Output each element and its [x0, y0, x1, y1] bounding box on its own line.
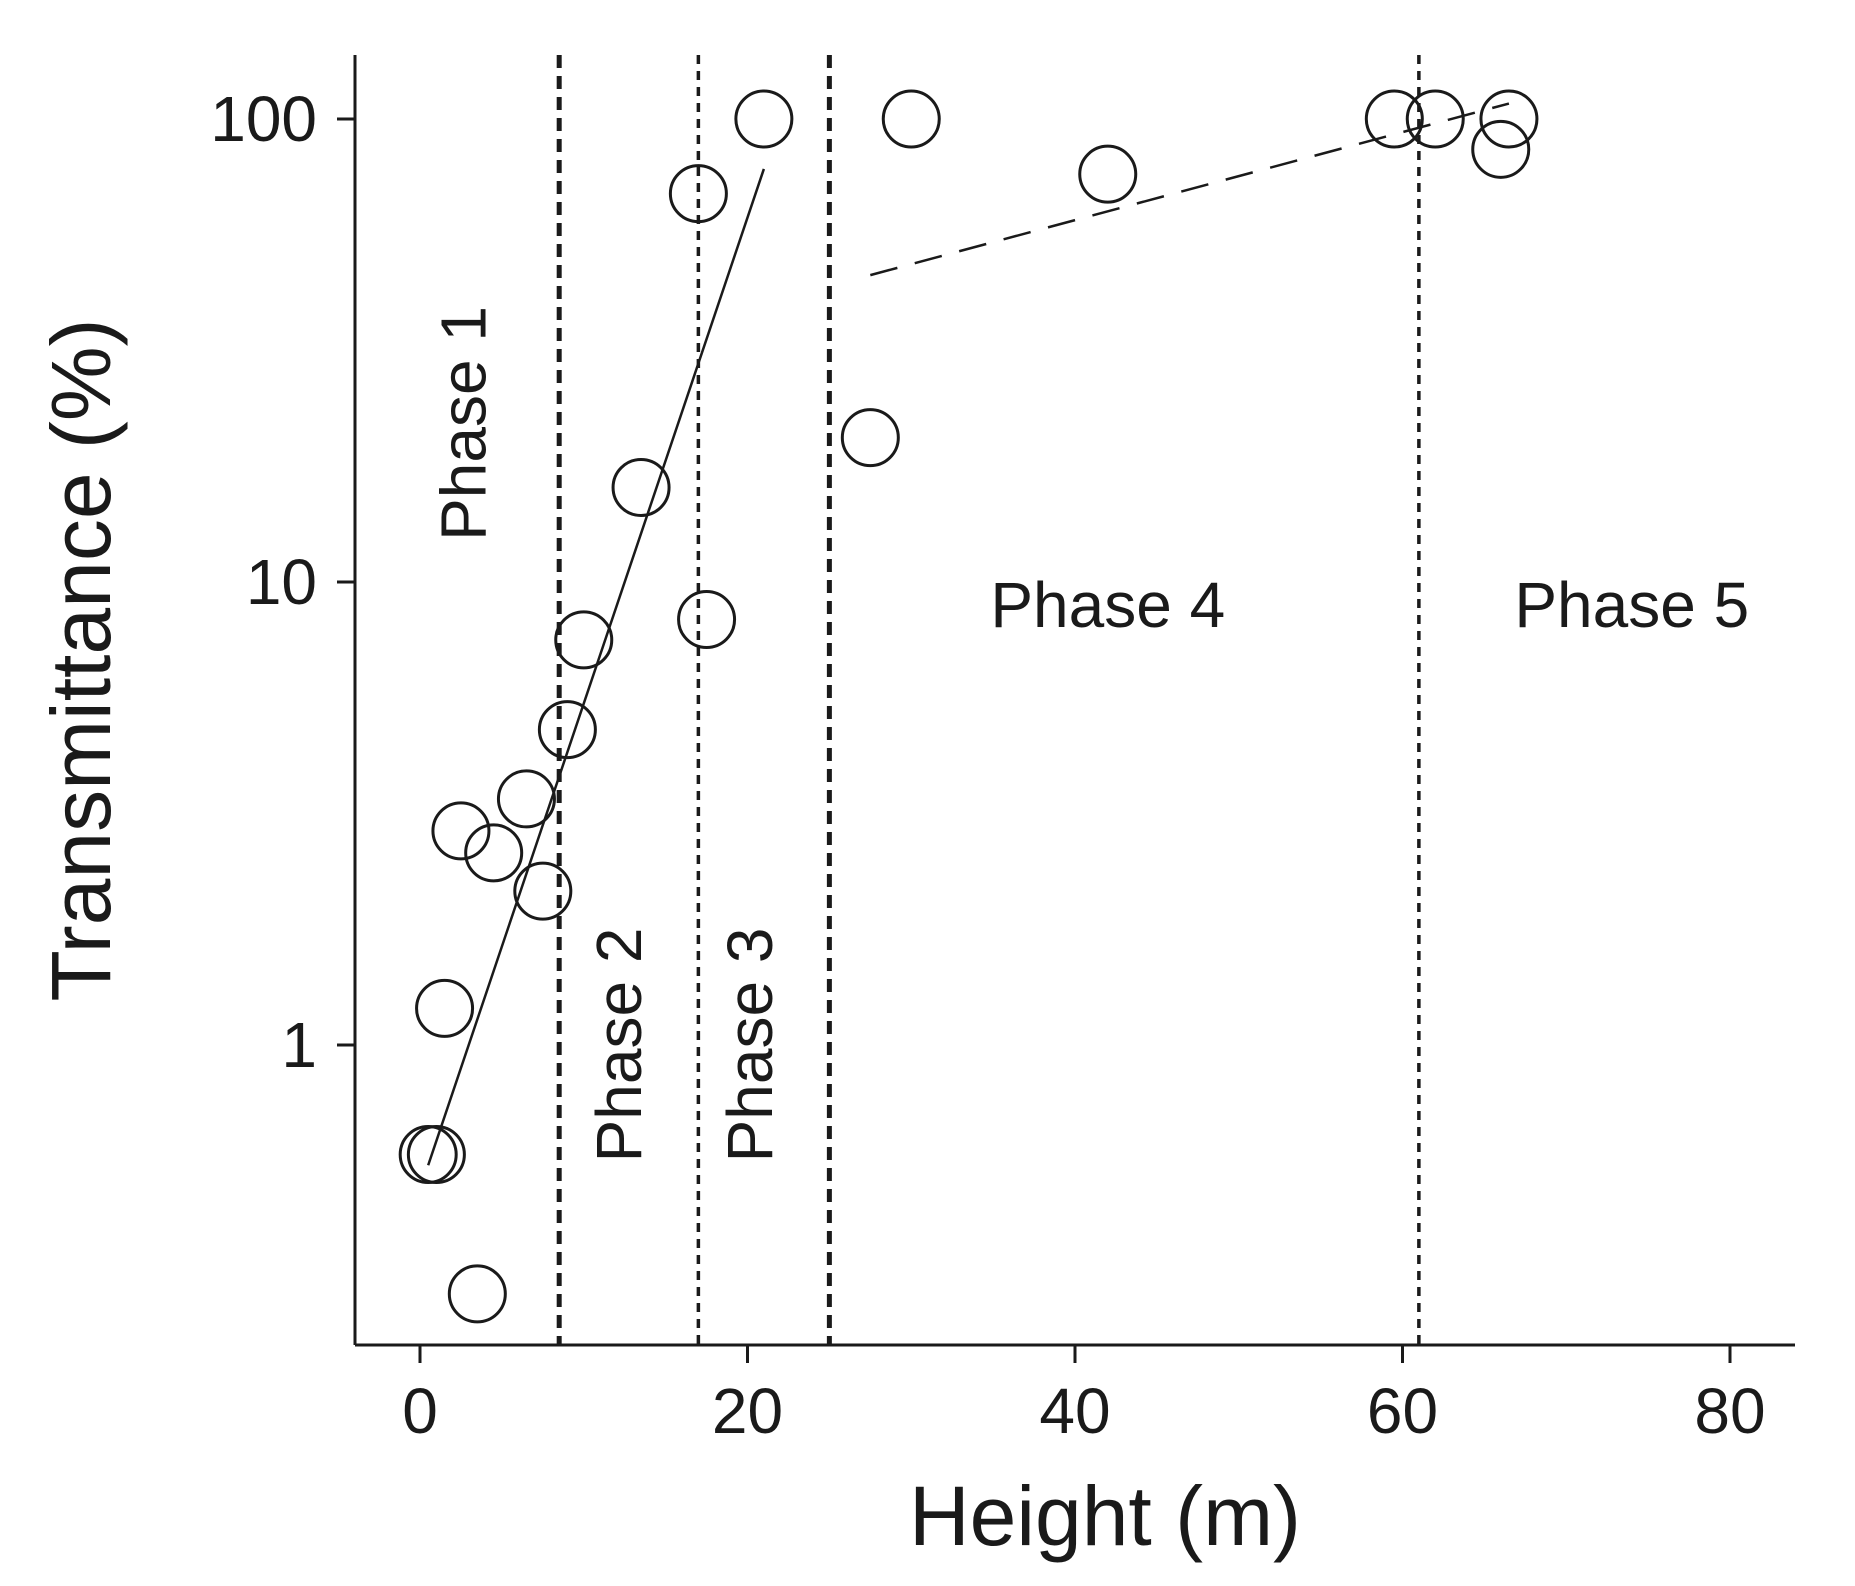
x-axis-title: Height (m)	[909, 1469, 1301, 1563]
data-point	[668, 164, 728, 224]
data-point	[1471, 119, 1531, 179]
y-axis-title: Transmittance (%)	[34, 318, 128, 1001]
data-point	[496, 769, 556, 829]
data-point	[1479, 89, 1539, 149]
data-point	[1364, 89, 1424, 149]
fit-line-solid	[427, 168, 766, 1166]
fit-line-dashed	[869, 102, 1510, 277]
data-point	[464, 823, 524, 883]
y-tick-label: 10	[246, 546, 317, 618]
data-points	[398, 89, 1539, 1324]
x-tick-label: 40	[1039, 1375, 1110, 1447]
x-tick-label: 0	[402, 1375, 438, 1447]
data-point	[513, 861, 573, 921]
y-ticks: 1 10 100	[210, 83, 355, 1081]
x-tick-label: 20	[712, 1375, 783, 1447]
x-tick-label: 80	[1694, 1375, 1765, 1447]
data-point	[1405, 89, 1465, 149]
phase-label: Phase 1	[428, 306, 500, 541]
phase-labels: Phase 1 Phase 2 Phase 3 Phase 4 Phase 5	[428, 306, 1750, 1162]
fit-lines	[427, 102, 1510, 1166]
data-point	[734, 89, 794, 149]
phase-label: Phase 5	[1514, 569, 1749, 641]
data-point	[415, 978, 475, 1038]
data-point	[447, 1264, 507, 1324]
data-point	[1078, 144, 1138, 204]
data-point	[431, 801, 491, 861]
phase-label: Phase 4	[990, 569, 1225, 641]
x-ticks: 0 20 40 60 80	[402, 1345, 1766, 1447]
data-point	[611, 457, 671, 517]
data-point	[406, 1125, 466, 1185]
phase-boundaries	[556, 55, 1421, 1345]
data-point	[537, 700, 597, 760]
phase-label: Phase 3	[714, 928, 786, 1163]
y-tick-label: 1	[281, 1009, 317, 1081]
data-point	[881, 89, 941, 149]
data-point	[554, 610, 614, 670]
data-point	[840, 408, 900, 468]
phase-label: Phase 2	[583, 928, 655, 1163]
y-tick-label: 100	[210, 83, 317, 155]
data-point	[677, 589, 737, 649]
x-tick-label: 60	[1367, 1375, 1438, 1447]
